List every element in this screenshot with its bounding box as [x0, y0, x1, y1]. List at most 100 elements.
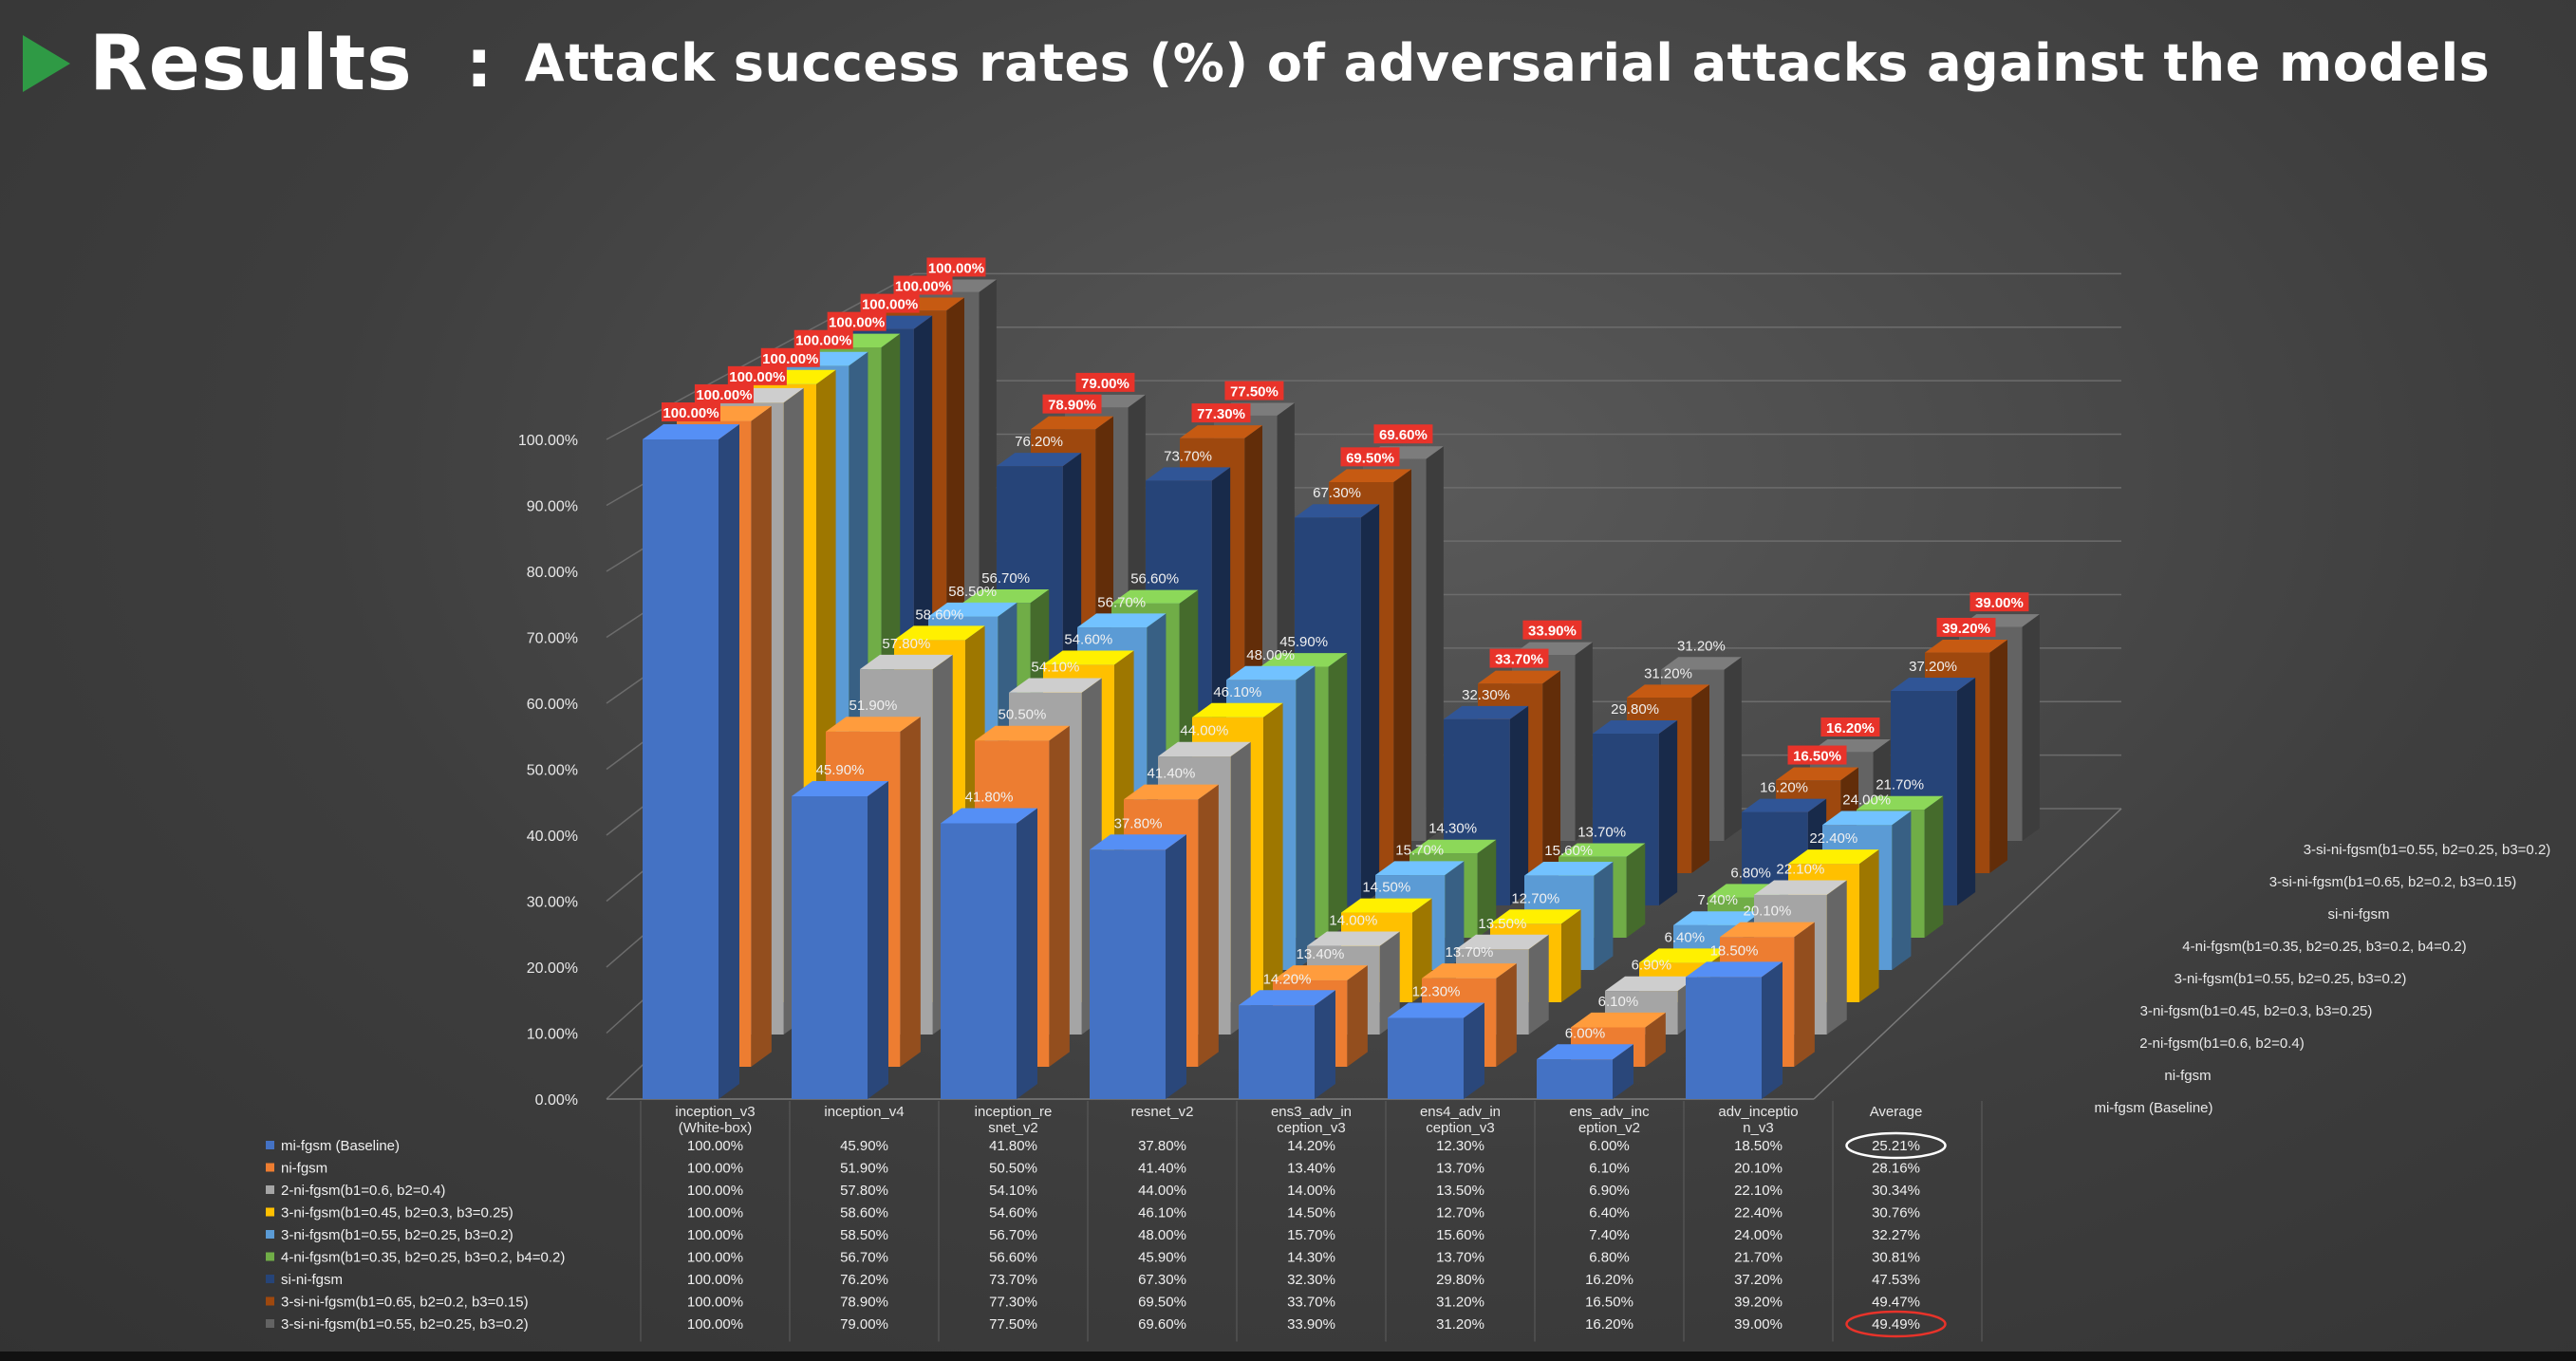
data-label: 22.10% — [1776, 862, 1824, 878]
table-row: 2-ni-fgsm(b1=0.6, b2=0.4) 100.00% 57.80% 54… — [266, 1183, 1920, 1199]
average-cell: 49.49% — [1872, 1316, 1920, 1333]
table-cell: 44.00% — [1138, 1183, 1186, 1199]
average-cell: 49.47% — [1872, 1295, 1920, 1311]
data-label: 56.70% — [981, 570, 1030, 587]
bar-top — [1925, 639, 2008, 653]
table-cell: 100.00% — [687, 1205, 743, 1221]
data-label: 44.00% — [1180, 723, 1228, 739]
bar-top — [941, 808, 1037, 824]
legend-key — [266, 1319, 274, 1328]
data-label: 37.20% — [1909, 659, 1957, 675]
table-cell: 37.20% — [1734, 1272, 1783, 1288]
bar — [792, 795, 868, 1099]
bar-top — [1422, 963, 1517, 979]
table-cell: 50.50% — [989, 1161, 1037, 1177]
bar-top — [1260, 653, 1348, 667]
bar-top — [826, 717, 921, 732]
legend-label: 3-si-ni-fgsm(b1=0.65, b2=0.2, b3=0.15) — [281, 1295, 529, 1311]
table-cell: 39.00% — [1734, 1316, 1783, 1333]
y-tick-label: 80.00% — [527, 565, 578, 581]
bar-side — [868, 780, 888, 1099]
data-label: 33.70% — [1495, 652, 1543, 668]
data-label: 100.00% — [795, 333, 851, 349]
table-cell: 45.90% — [840, 1138, 888, 1154]
average-header: Average — [1870, 1104, 1923, 1120]
bar-top — [1388, 1002, 1484, 1018]
data-label: 54.60% — [1064, 631, 1112, 647]
bar-side — [1198, 784, 1219, 1067]
bar — [1686, 977, 1762, 1099]
series-depth-label: si-ni-fgsm — [2327, 906, 2389, 923]
table-cell: 37.80% — [1138, 1138, 1186, 1154]
table-cell: 12.30% — [1436, 1138, 1484, 1154]
table-cell: 12.70% — [1436, 1205, 1484, 1221]
table-cell: 100.00% — [687, 1295, 743, 1311]
bar — [1388, 1017, 1464, 1099]
data-label-badge — [1936, 617, 1996, 637]
table-cell: 78.90% — [840, 1295, 888, 1311]
bar-top — [1375, 861, 1465, 876]
table-row: si-ni-fgsm 100.00% 76.20% 73.70% 67.30% 32.30… — [266, 1272, 1920, 1288]
bar-side — [900, 717, 921, 1067]
data-label-badge — [1373, 424, 1433, 444]
bar-top — [1456, 934, 1549, 950]
data-label: 51.90% — [849, 698, 897, 714]
bar-side — [1560, 909, 1581, 1002]
y-tick-label: 90.00% — [527, 499, 578, 515]
table-cell: 6.90% — [1589, 1183, 1630, 1199]
bar-side — [1626, 843, 1646, 938]
bar-top — [1742, 798, 1827, 812]
bar-top — [792, 780, 888, 796]
series-depth-label: 3-ni-fgsm(b1=0.45, b2=0.3, b3=0.25) — [2140, 1003, 2373, 1019]
data-label-badge — [1224, 381, 1284, 401]
data-label: 57.80% — [882, 636, 930, 652]
bar-side — [719, 424, 739, 1099]
bar-top — [1031, 416, 1114, 430]
average-cell: 32.27% — [1872, 1227, 1920, 1243]
data-label-badge — [1340, 447, 1400, 467]
legend-key — [266, 1230, 274, 1239]
category-label: n_v3 — [1743, 1120, 1774, 1136]
data-label: 69.60% — [1379, 427, 1428, 443]
bar-side — [1166, 834, 1186, 1099]
data-label: 31.20% — [1644, 665, 1692, 681]
table-cell: 76.20% — [840, 1272, 888, 1288]
table-cell: 56.70% — [989, 1227, 1037, 1243]
bar-side — [1328, 653, 1348, 938]
data-label: 14.00% — [1329, 912, 1377, 928]
y-tick-label: 100.00% — [518, 433, 578, 449]
bar-side — [1924, 795, 1944, 938]
data-label: 12.30% — [1412, 984, 1461, 1000]
data-label: 29.80% — [1611, 701, 1659, 718]
data-label: 41.40% — [1147, 766, 1195, 782]
data-label: 16.20% — [1826, 720, 1875, 736]
bar — [941, 823, 1017, 1099]
average-cell: 30.34% — [1872, 1183, 1920, 1199]
data-label: 67.30% — [1313, 485, 1361, 501]
data-label: 6.80% — [1730, 865, 1771, 881]
table-cell: 16.50% — [1585, 1295, 1633, 1311]
table-cell: 31.20% — [1436, 1316, 1484, 1333]
table-cell: 46.10% — [1138, 1205, 1186, 1221]
bar-side — [751, 405, 772, 1067]
category-label: ens4_adv_in — [1420, 1104, 1501, 1120]
data-label: 15.70% — [1395, 842, 1444, 858]
data-label: 56.70% — [1097, 594, 1146, 610]
bottom-bar — [0, 1352, 2576, 1361]
table-cell: 100.00% — [687, 1250, 743, 1266]
data-label: 33.90% — [1528, 624, 1577, 640]
table-cell: 6.00% — [1589, 1138, 1630, 1154]
data-label: 22.40% — [1809, 830, 1857, 847]
bar-top — [1307, 931, 1400, 946]
table-cell: 79.00% — [840, 1316, 888, 1333]
category-label: snet_v2 — [988, 1120, 1038, 1136]
data-label: 48.00% — [1246, 647, 1295, 663]
bar-top — [1891, 678, 1976, 692]
bar-top — [1571, 1012, 1666, 1028]
bar-side — [1613, 1044, 1633, 1099]
data-label: 50.50% — [998, 707, 1046, 723]
table-cell: 31.20% — [1436, 1295, 1484, 1311]
bar-side — [1892, 811, 1912, 970]
series-depth-label: 3-si-ni-fgsm(b1=0.65, b2=0.2, b3=0.15) — [2269, 874, 2517, 890]
legend-key — [266, 1296, 274, 1306]
